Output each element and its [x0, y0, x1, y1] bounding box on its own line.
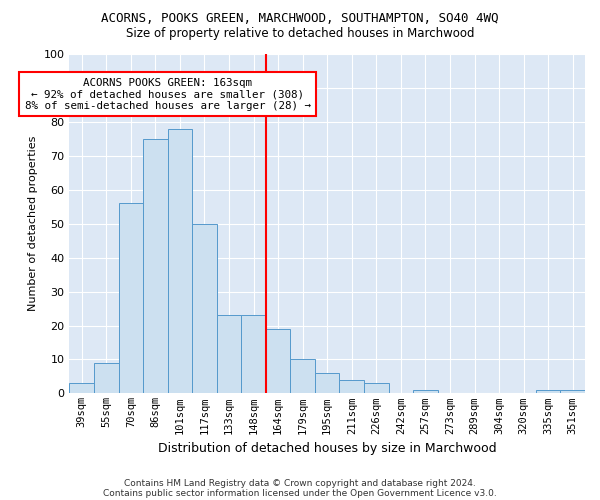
Text: Contains HM Land Registry data © Crown copyright and database right 2024.: Contains HM Land Registry data © Crown c… — [124, 478, 476, 488]
Bar — [536, 390, 560, 394]
Bar — [290, 360, 315, 394]
Bar — [315, 373, 340, 394]
Bar — [560, 390, 585, 394]
Bar — [364, 383, 389, 394]
Bar — [167, 128, 192, 394]
Bar — [340, 380, 364, 394]
Bar — [217, 316, 241, 394]
Bar — [241, 316, 266, 394]
Bar — [266, 329, 290, 394]
X-axis label: Distribution of detached houses by size in Marchwood: Distribution of detached houses by size … — [158, 442, 497, 455]
Bar — [119, 204, 143, 394]
Bar — [143, 139, 167, 394]
Bar — [192, 224, 217, 394]
Bar — [94, 363, 119, 394]
Text: Contains public sector information licensed under the Open Government Licence v3: Contains public sector information licen… — [103, 488, 497, 498]
Bar — [413, 390, 437, 394]
Y-axis label: Number of detached properties: Number of detached properties — [28, 136, 38, 312]
Text: Size of property relative to detached houses in Marchwood: Size of property relative to detached ho… — [126, 28, 474, 40]
Bar — [70, 383, 94, 394]
Text: ACORNS, POOKS GREEN, MARCHWOOD, SOUTHAMPTON, SO40 4WQ: ACORNS, POOKS GREEN, MARCHWOOD, SOUTHAMP… — [101, 12, 499, 26]
Text: ACORNS POOKS GREEN: 163sqm
← 92% of detached houses are smaller (308)
8% of semi: ACORNS POOKS GREEN: 163sqm ← 92% of deta… — [25, 78, 311, 111]
